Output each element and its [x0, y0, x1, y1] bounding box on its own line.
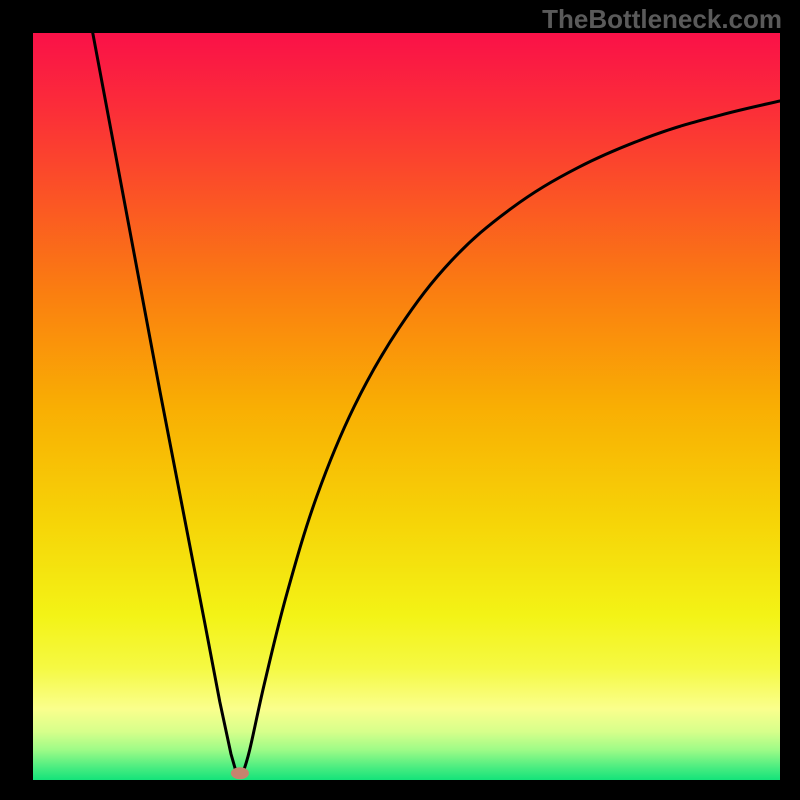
watermark-text: TheBottleneck.com: [542, 4, 782, 35]
background-gradient: [33, 33, 780, 780]
chart-container: TheBottleneck.com: [0, 0, 800, 800]
plot-area: [33, 33, 780, 780]
